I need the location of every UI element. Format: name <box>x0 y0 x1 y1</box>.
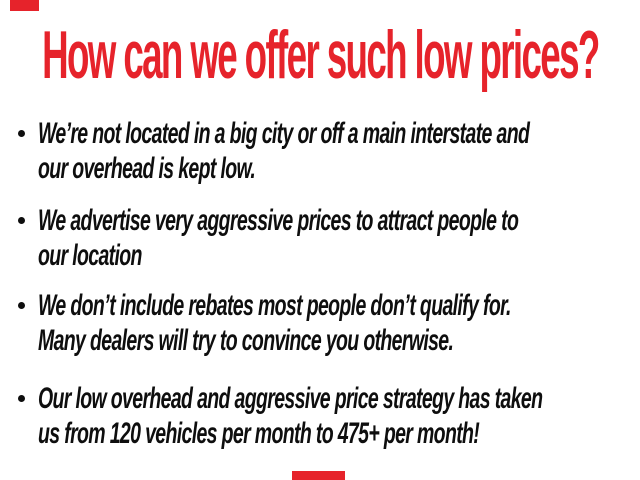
list-item: We’re not located in a big city or off a… <box>0 116 640 186</box>
bullet-dot-icon <box>18 302 25 309</box>
list-item: We don’t include rebates most people don… <box>0 288 640 358</box>
bottom-center-red-mark <box>292 471 345 480</box>
bullet-line: Many dealers will try to convince you ot… <box>38 324 454 357</box>
bullet-line: We don’t include rebates most people don… <box>38 289 511 322</box>
bullet-dot-icon <box>18 217 25 224</box>
bullet-line: We’re not located in a big city or off a… <box>38 117 530 150</box>
bullet-list: We’re not located in a big city or off a… <box>0 116 640 451</box>
bullet-line: We advertise very aggressive prices to a… <box>38 204 519 237</box>
bullet-dot-icon <box>18 130 25 137</box>
bullet-line: our location <box>38 239 142 272</box>
list-item: We advertise very aggressive prices to a… <box>0 203 640 273</box>
bullet-dot-icon <box>18 395 25 402</box>
list-item: Our low overhead and aggressive price st… <box>0 381 640 451</box>
title-row: How can we offer such low prices? <box>0 20 640 90</box>
page-title: How can we offer such low prices? <box>41 17 600 93</box>
bullet-line: Our low overhead and aggressive price st… <box>38 382 543 415</box>
bullet-line: us from 120 vehicles per month to 475+ p… <box>38 417 480 450</box>
bullet-line: our overhead is kept low. <box>38 152 256 185</box>
top-left-red-mark <box>10 0 39 11</box>
